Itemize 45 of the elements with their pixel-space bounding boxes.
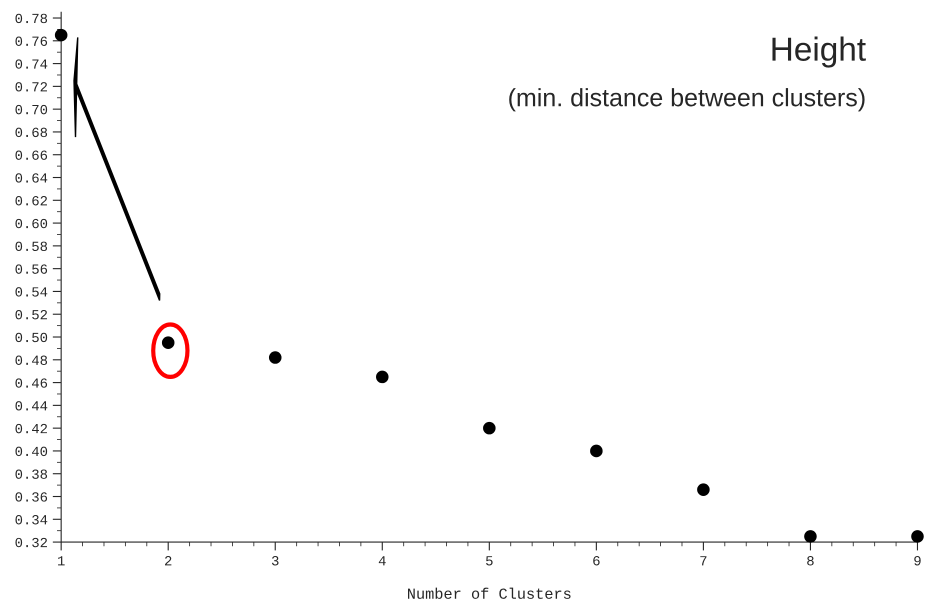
y-tick-label: 0.52 [15,310,47,320]
x-tick-label: 2 [165,556,172,566]
y-tick-label: 0.36 [15,492,48,502]
point [54,28,68,42]
x-axis-title: Number of Clusters [408,588,571,599]
point [268,351,282,364]
y-tick-label: 0.32 [15,538,47,548]
point [590,444,603,458]
y-tick-label: 0.56 [15,264,48,274]
x-tick-label: 1 [58,556,65,566]
y-tick-label: 0.34 [15,515,48,524]
y-tick-label: 0.50 [15,332,48,342]
y-tick-label: 0.72 [15,82,47,92]
point [483,422,496,434]
y-tick-label: 0.60 [15,218,48,228]
x-tick-label: 9 [914,556,921,566]
y-tick-label: 0.38 [15,469,48,479]
x-tick-label: 8 [807,556,814,566]
y-tick-label: 0.78 [15,14,48,24]
y-tick-label: 0.40 [15,446,48,456]
point [376,370,389,384]
annotation: (min. distance between clusters) [509,88,865,112]
y-tick-label: 0.76 [15,36,48,46]
y-tick-label: 0.48 [15,356,48,365]
x-tick-label: 4 [378,556,386,566]
x-tick-label: 6 [593,556,600,566]
y-tick-label: 0.46 [15,378,48,388]
point [162,336,174,349]
x-tick-label: 3 [272,556,279,566]
point [804,530,817,543]
x-tick-label: 7 [700,556,706,566]
y-tick-label: 0.44 [15,401,48,411]
y-tick-label: 0.42 [15,424,47,434]
y-tick-label: 0.70 [15,104,48,114]
y-tick-label: 0.74 [15,59,48,69]
y-tick-label: 0.66 [15,150,48,160]
y-tick-label: 0.64 [15,173,48,183]
y-tick-label: 0.62 [15,196,47,206]
point [911,530,924,543]
y-tick-label: 0.68 [15,128,48,138]
y-tick-label: 0.58 [15,242,48,252]
point [697,483,710,496]
x-tick-label: 5 [486,556,493,566]
y-tick-label: 0.54 [15,287,48,297]
annotation: Height [772,36,866,68]
